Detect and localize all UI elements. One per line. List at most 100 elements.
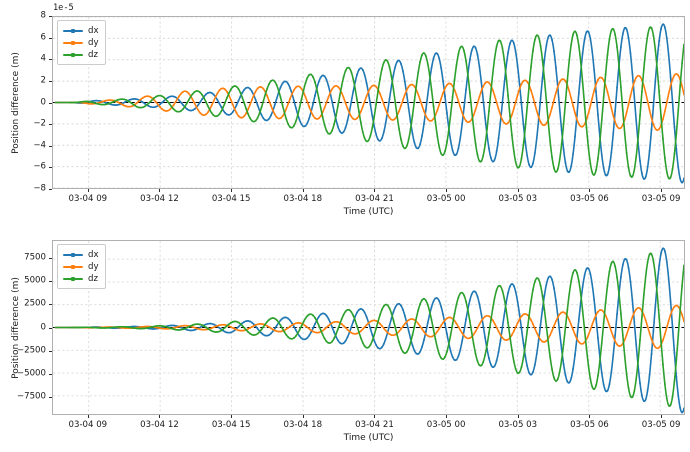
x-tick-label: 03-05 03 bbox=[498, 194, 538, 204]
data-lines-top bbox=[54, 23, 684, 184]
axes-top bbox=[52, 16, 685, 189]
y-tick-label: 8 bbox=[40, 10, 46, 21]
y-tick-label: −4 bbox=[33, 140, 46, 151]
y-axis-label-top: Position difference (m) bbox=[11, 51, 21, 154]
x-tick-mark bbox=[302, 189, 304, 192]
legend-line-dx-icon bbox=[63, 250, 83, 260]
x-tick-mark bbox=[661, 189, 663, 192]
y-tick-label: 2500 bbox=[24, 299, 46, 310]
plot-area-bottom bbox=[53, 241, 684, 414]
legend-label-dy: dy bbox=[88, 261, 99, 272]
y-tick-mark bbox=[48, 59, 52, 61]
y-tick-mark bbox=[48, 304, 52, 306]
x-tick-label: 03-04 09 bbox=[68, 194, 108, 204]
x-axis-label-top: Time (UTC) bbox=[343, 207, 394, 217]
legend-label-dz: dz bbox=[88, 273, 98, 284]
y-tick-label: −2500 bbox=[16, 345, 46, 356]
x-tick-mark bbox=[302, 415, 304, 418]
y-tick-mark bbox=[48, 145, 52, 147]
legend-entry-dy: dy bbox=[63, 261, 99, 273]
y-tick-label: 0 bbox=[40, 97, 46, 108]
y-tick-mark bbox=[48, 189, 52, 190]
legend-label-dx: dx bbox=[88, 249, 99, 260]
y-tick-label: 6 bbox=[40, 32, 46, 43]
legend-label-dx: dx bbox=[88, 25, 99, 36]
legend-line-dz-icon bbox=[63, 274, 83, 284]
x-tick-mark bbox=[589, 415, 591, 418]
y-tick-mark bbox=[48, 102, 52, 104]
legend-entry-dy: dy bbox=[63, 37, 99, 49]
x-tick-label: 03-04 21 bbox=[355, 420, 394, 430]
axes-bottom bbox=[52, 240, 685, 415]
legend-entry-dx: dx bbox=[63, 25, 99, 37]
legend-line-dy-icon bbox=[63, 262, 83, 272]
gridlines-top bbox=[53, 17, 684, 188]
y-tick-mark bbox=[48, 281, 52, 283]
x-tick-label: 03-04 12 bbox=[140, 194, 179, 204]
x-tick-mark bbox=[374, 189, 376, 192]
x-tick-label: 03-05 06 bbox=[570, 194, 609, 204]
data-lines-bottom bbox=[54, 247, 684, 414]
x-axis-label-bottom: Time (UTC) bbox=[343, 433, 394, 443]
legend-label-dy: dy bbox=[88, 37, 99, 48]
x-tick-label: 03-05 00 bbox=[426, 194, 466, 204]
y-tick-mark bbox=[48, 37, 52, 39]
y-tick-mark bbox=[48, 350, 52, 352]
subplot-bottom: Position difference (m) Time (UTC) −7500… bbox=[0, 226, 690, 452]
y-tick-label: 4 bbox=[40, 53, 46, 64]
x-tick-label: 03-04 15 bbox=[211, 194, 251, 204]
subplot-top: 1e-5 Position difference (m) Time (UTC) … bbox=[11, 3, 685, 217]
y-tick-label: 5000 bbox=[24, 276, 46, 287]
x-tick-mark bbox=[87, 189, 89, 192]
y-tick-label: −7500 bbox=[16, 391, 46, 402]
x-tick-mark bbox=[446, 189, 448, 192]
y-tick-label: −6 bbox=[33, 162, 46, 173]
y-tick-mark bbox=[48, 16, 52, 17]
y-tick-mark bbox=[48, 80, 52, 82]
legend-line-dz-icon bbox=[63, 50, 83, 60]
legend-label-dz: dz bbox=[88, 49, 98, 60]
y-tick-label: 7500 bbox=[24, 253, 46, 264]
x-tick-label: 03-04 18 bbox=[283, 194, 323, 204]
y-tick-mark bbox=[48, 258, 52, 260]
legend-line-dx-icon bbox=[63, 26, 83, 36]
legend-top: dx dy dz bbox=[57, 20, 106, 65]
y-tick-label: 2 bbox=[40, 75, 46, 86]
y-tick-label: −8 bbox=[33, 183, 46, 194]
y-tick-mark bbox=[48, 373, 52, 375]
x-tick-mark bbox=[517, 415, 519, 418]
x-tick-mark bbox=[446, 415, 448, 418]
x-tick-mark bbox=[589, 189, 591, 192]
plot-area-top bbox=[53, 17, 684, 188]
x-tick-mark bbox=[374, 415, 376, 418]
legend-entry-dx: dx bbox=[63, 249, 99, 261]
x-tick-mark bbox=[661, 415, 663, 418]
legend-entry-dz: dz bbox=[63, 49, 99, 61]
x-tick-label: 03-04 09 bbox=[68, 420, 108, 430]
x-tick-label: 03-04 21 bbox=[355, 194, 394, 204]
x-tick-mark bbox=[159, 189, 161, 192]
x-tick-label: 03-05 09 bbox=[641, 420, 681, 430]
y-tick-mark bbox=[48, 124, 52, 126]
y-axis-label-bottom: Position difference (m) bbox=[11, 276, 21, 379]
x-tick-label: 03-04 18 bbox=[283, 420, 323, 430]
legend-entry-dz: dz bbox=[63, 273, 99, 285]
y-tick-mark bbox=[48, 167, 52, 169]
x-tick-label: 03-04 15 bbox=[211, 420, 251, 430]
x-tick-mark bbox=[517, 189, 519, 192]
y-axis-offset-text: 1e-5 bbox=[53, 3, 74, 13]
y-tick-mark bbox=[48, 396, 52, 398]
y-tick-label: −2 bbox=[33, 118, 46, 129]
x-tick-label: 03-05 09 bbox=[641, 194, 681, 204]
x-tick-label: 03-05 06 bbox=[570, 420, 609, 430]
x-tick-label: 03-04 12 bbox=[140, 420, 179, 430]
x-tick-mark bbox=[231, 415, 233, 418]
legend-bottom: dx dy dz bbox=[57, 244, 106, 289]
legend-line-dy-icon bbox=[63, 38, 83, 48]
x-tick-mark bbox=[159, 415, 161, 418]
x-tick-label: 03-05 03 bbox=[498, 420, 538, 430]
y-tick-label: −5000 bbox=[16, 368, 46, 379]
x-tick-mark bbox=[87, 415, 89, 418]
y-tick-label: 0 bbox=[40, 322, 46, 333]
